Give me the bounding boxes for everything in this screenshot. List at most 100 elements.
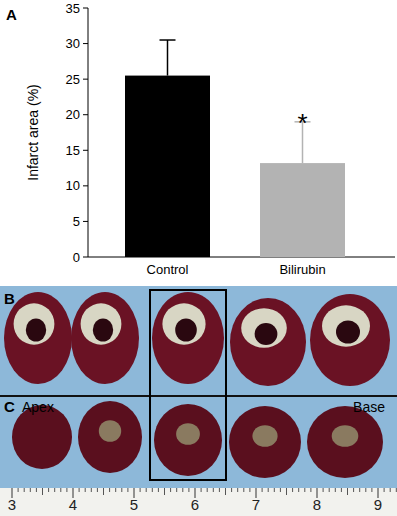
- base-label: Base: [353, 399, 385, 415]
- ruler-minor-tick: [79, 488, 80, 492]
- ruler-minor-tick: [371, 488, 372, 492]
- ruler-minor-tick: [30, 488, 31, 492]
- x-tick-label: Bilirubin: [279, 262, 325, 277]
- ruler-minor-tick: [97, 488, 98, 492]
- heart-slice: [310, 294, 390, 386]
- ruler-minor-tick: [164, 488, 165, 495]
- ruler-label: 7: [252, 496, 260, 513]
- infarct-region: [241, 308, 287, 348]
- ruler-minor-tick: [48, 488, 49, 492]
- ruler-minor-tick: [201, 488, 202, 492]
- ruler-minor-tick: [390, 488, 391, 492]
- ruler-label: 4: [69, 496, 77, 513]
- ruler-minor-tick: [176, 488, 177, 492]
- row-divider: [0, 395, 397, 397]
- infarct-region: [162, 303, 205, 344]
- infarct-region: [99, 420, 121, 442]
- ruler-minor-tick: [219, 488, 220, 492]
- error-bar-cap: [160, 39, 176, 41]
- ruler-minor-tick: [91, 488, 92, 492]
- bar: [260, 163, 345, 257]
- y-tick-label: 35: [66, 1, 80, 16]
- ruler-minor-tick: [243, 488, 244, 492]
- error-bar: [160, 40, 176, 76]
- ruler: [0, 488, 397, 516]
- lumen: [93, 319, 113, 342]
- ruler-minor-tick: [384, 488, 385, 492]
- photo-background: [0, 286, 397, 488]
- y-tick: [83, 114, 88, 115]
- ruler-minor-tick: [182, 488, 183, 492]
- ruler-minor-tick: [18, 488, 19, 492]
- infarct-region: [14, 303, 55, 344]
- ruler-minor-tick: [396, 488, 397, 492]
- ruler-minor-tick: [335, 488, 336, 492]
- ruler-minor-tick: [280, 488, 281, 492]
- ruler-minor-tick: [298, 488, 299, 492]
- y-tick-label: 30: [66, 36, 80, 51]
- ruler-minor-tick: [268, 488, 269, 492]
- ruler-minor-tick: [188, 488, 189, 492]
- ruler-minor-tick: [207, 488, 208, 492]
- ruler-minor-tick: [121, 488, 122, 492]
- lumen: [26, 319, 46, 342]
- bar: [125, 76, 210, 257]
- highlight-frame: [150, 290, 226, 480]
- heart-slice: [229, 406, 301, 478]
- ruler-label: 9: [374, 496, 382, 513]
- ruler-minor-tick: [304, 488, 305, 492]
- ruler-label: 3: [8, 496, 16, 513]
- ruler-minor-tick: [152, 488, 153, 492]
- heart-slice: [154, 404, 222, 476]
- y-tick-label: 5: [73, 214, 80, 229]
- ruler-minor-tick: [127, 488, 128, 492]
- panel-label: C: [4, 398, 15, 415]
- ruler-minor-tick: [60, 488, 61, 492]
- y-tick-label: 25: [66, 72, 80, 87]
- y-tick: [83, 43, 88, 44]
- ruler-minor-tick: [140, 488, 141, 492]
- ruler-minor-tick: [323, 488, 324, 492]
- ruler-minor-tick: [359, 488, 360, 492]
- ruler-minor-tick: [158, 488, 159, 492]
- ruler-minor-tick: [213, 488, 214, 492]
- infarct-region: [322, 305, 370, 346]
- ruler-minor-tick: [42, 488, 43, 495]
- ruler-minor-tick: [103, 488, 104, 495]
- heart-slice: [230, 298, 306, 386]
- y-tick: [83, 185, 88, 186]
- ruler-minor-tick: [353, 488, 354, 492]
- significance-mark: *: [297, 108, 307, 138]
- panel-label: A: [6, 6, 17, 23]
- root: A05101520253035Infarct area (%)ControlBi…: [0, 0, 397, 516]
- ruler-minor-tick: [286, 488, 287, 495]
- y-tick: [83, 150, 88, 151]
- apex-label: Apex: [22, 399, 54, 415]
- y-tick: [83, 79, 88, 80]
- ruler-minor-tick: [66, 488, 67, 492]
- y-axis-label: Infarct area (%): [25, 84, 41, 180]
- x-tick-label: Control: [147, 262, 189, 277]
- heart-slice: [307, 406, 383, 478]
- figure: A05101520253035Infarct area (%)ControlBi…: [0, 0, 397, 516]
- ruler-minor-tick: [85, 488, 86, 492]
- y-tick-label: 10: [66, 178, 80, 193]
- ruler-minor-tick: [115, 488, 116, 492]
- ruler-minor-tick: [24, 488, 25, 492]
- y-tick-label: 15: [66, 143, 80, 158]
- ruler-minor-tick: [170, 488, 171, 492]
- ruler-minor-tick: [249, 488, 250, 492]
- heart-slice: [71, 292, 139, 384]
- infarct-region: [81, 303, 122, 344]
- ruler-minor-tick: [54, 488, 55, 492]
- ruler-minor-tick: [329, 488, 330, 492]
- y-tick: [83, 8, 88, 9]
- y-tick-label: 20: [66, 107, 80, 122]
- y-axis: [88, 8, 89, 257]
- ruler-minor-tick: [36, 488, 37, 492]
- ruler-minor-tick: [231, 488, 232, 492]
- error-bar-stem: [167, 40, 169, 76]
- ruler-minor-tick: [225, 488, 226, 495]
- infarct-region: [252, 425, 277, 447]
- ruler-label: 6: [191, 496, 199, 513]
